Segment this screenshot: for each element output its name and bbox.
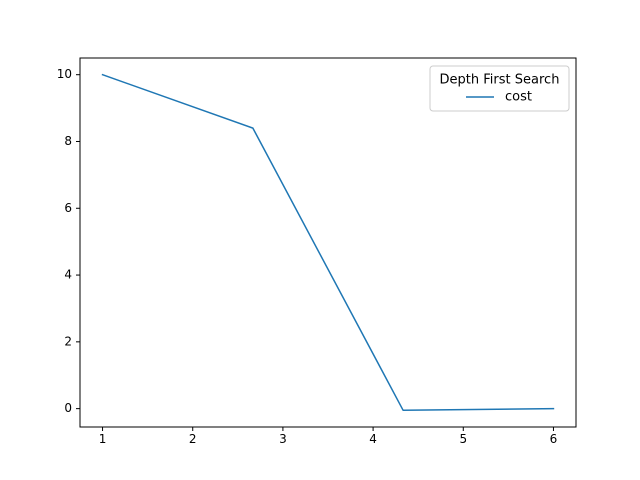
series-layer — [101, 73, 555, 412]
x-tick-label: 3 — [279, 432, 287, 446]
legend-title: Depth First Search — [440, 73, 560, 88]
axis-ticks: 1 2 3 4 5 6 0 2 4 6 8 10 — [57, 67, 558, 446]
x-tick-label: 4 — [369, 432, 377, 446]
legend-box — [429, 65, 570, 112]
y-tick-label: 4 — [64, 268, 72, 282]
y-tick-label: 6 — [64, 201, 72, 215]
legend-label-cost: cost — [505, 90, 532, 105]
y-tick-label: 8 — [64, 134, 72, 148]
y-tick-label: 10 — [57, 67, 72, 81]
x-tick-label: 6 — [550, 432, 558, 446]
plot-area-frame — [79, 57, 577, 428]
series-line-cost — [101, 73, 555, 412]
y-tick-label: 0 — [64, 401, 72, 415]
x-tick-label: 2 — [189, 432, 197, 446]
x-tick-label: 1 — [99, 432, 107, 446]
legend: Depth First Search cost — [429, 65, 570, 112]
x-tick-label: 5 — [459, 432, 467, 446]
y-tick-label: 2 — [64, 334, 72, 348]
